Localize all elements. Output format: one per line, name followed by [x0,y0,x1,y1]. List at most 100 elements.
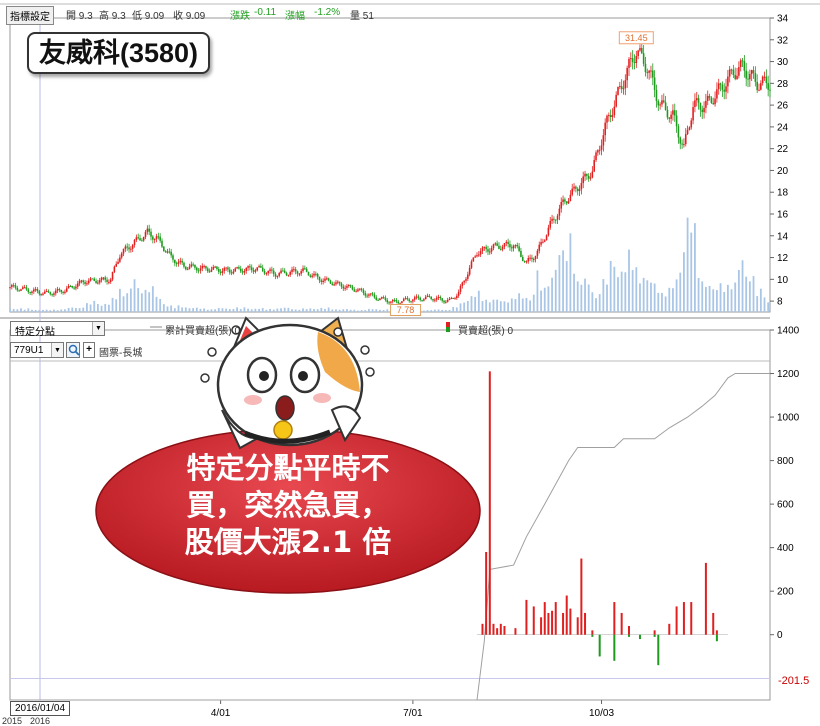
volume-bar [507,302,510,312]
volume-bar [606,284,608,312]
volume-bar [683,252,685,312]
candle-body [628,58,630,69]
candle-body [190,264,193,267]
candle-body [287,274,290,276]
volume-bar [650,282,652,312]
candle-body [109,279,112,282]
candle-body [547,227,550,236]
candle-body [498,245,500,249]
volume-bar [195,307,198,312]
volume-bar [639,283,641,312]
indicator-settings-button[interactable]: 指標設定 [6,6,54,25]
candle-body [371,293,374,295]
candle-body [399,303,401,305]
cat-sweat-drop [333,327,343,337]
candle-body [245,267,248,271]
candle-body [624,80,627,89]
candle-body [679,137,682,144]
candle-body [404,298,407,300]
volume-bar [254,308,257,312]
candle-body [177,261,180,264]
net-buy-bar [675,606,678,635]
net-buy-bar [653,630,656,635]
search-button[interactable] [66,342,80,358]
candle-body [499,248,502,250]
candle-body [148,228,150,232]
candle-body [670,114,672,119]
volume-bar [305,309,308,312]
volume-bar [100,305,103,312]
volume-bar [474,296,477,312]
candle-body [710,97,713,103]
candle-body [683,144,685,146]
candle-body [501,246,504,250]
indicator-dropdown[interactable]: 特定分點 ▼ [10,321,105,338]
volume-bar [353,309,356,312]
candle-body [543,240,546,242]
cat-right-paw [330,405,362,443]
candle-body [232,271,235,274]
candle-body [115,263,118,267]
cat-orange-patch [317,332,360,392]
candle-body [745,70,747,79]
cat-sweat-drop [207,347,217,357]
candle-body [408,299,411,302]
volume-bar [309,308,312,312]
candle-body [549,220,552,228]
candle-body [210,269,213,272]
net-sell-bar [653,634,656,637]
candle-body [14,285,17,288]
candle-body [139,238,141,241]
candle-body [459,285,462,292]
volume-bar [466,301,469,312]
volume-bar [375,309,378,312]
candle-body [730,69,733,71]
candle-body [653,77,656,90]
candle-body [637,50,639,57]
net-buy-bar [499,623,502,635]
volume-bar [34,309,37,312]
candle-body [443,300,445,303]
change-value: -0.11 [254,7,277,18]
candle-body [62,291,64,293]
candle-body [496,243,498,246]
candle-body [437,296,440,298]
year-label-2015: 2015 [2,716,23,726]
volume-bar [283,307,286,312]
candle-body [249,266,251,268]
candle-body [342,286,345,289]
candle-body [65,288,68,292]
candle-body [256,267,259,271]
candle-body [758,89,760,91]
cat-left-pupil [259,371,269,381]
candle-body [181,260,183,263]
candle-body [161,240,163,247]
volume-bar [455,307,458,312]
candle-body [117,261,119,264]
candle-body [490,248,493,252]
candle-body [265,273,268,275]
volume-bar [199,308,202,312]
candle-body [457,291,460,296]
candle-body [564,199,566,202]
candle-body [38,291,41,294]
candle-body [51,294,53,296]
candle-body [42,293,44,295]
candle-body [503,243,506,247]
candle-body [369,293,372,295]
low-annotation-label: 7.78 [397,305,415,315]
candle-body [617,86,619,95]
candle-body [391,299,394,302]
candle-body [269,269,271,271]
candle-body [664,102,667,111]
candle-body [179,260,182,262]
candle-body [170,251,172,256]
candle-body [630,58,632,60]
broker-code-select[interactable]: 779U1 ▼ [10,342,64,358]
candle-body [705,100,707,108]
volume-bar [609,260,612,312]
volume-bar [217,308,220,312]
add-broker-button[interactable]: + [83,342,95,358]
net-buy-bar [620,612,623,635]
